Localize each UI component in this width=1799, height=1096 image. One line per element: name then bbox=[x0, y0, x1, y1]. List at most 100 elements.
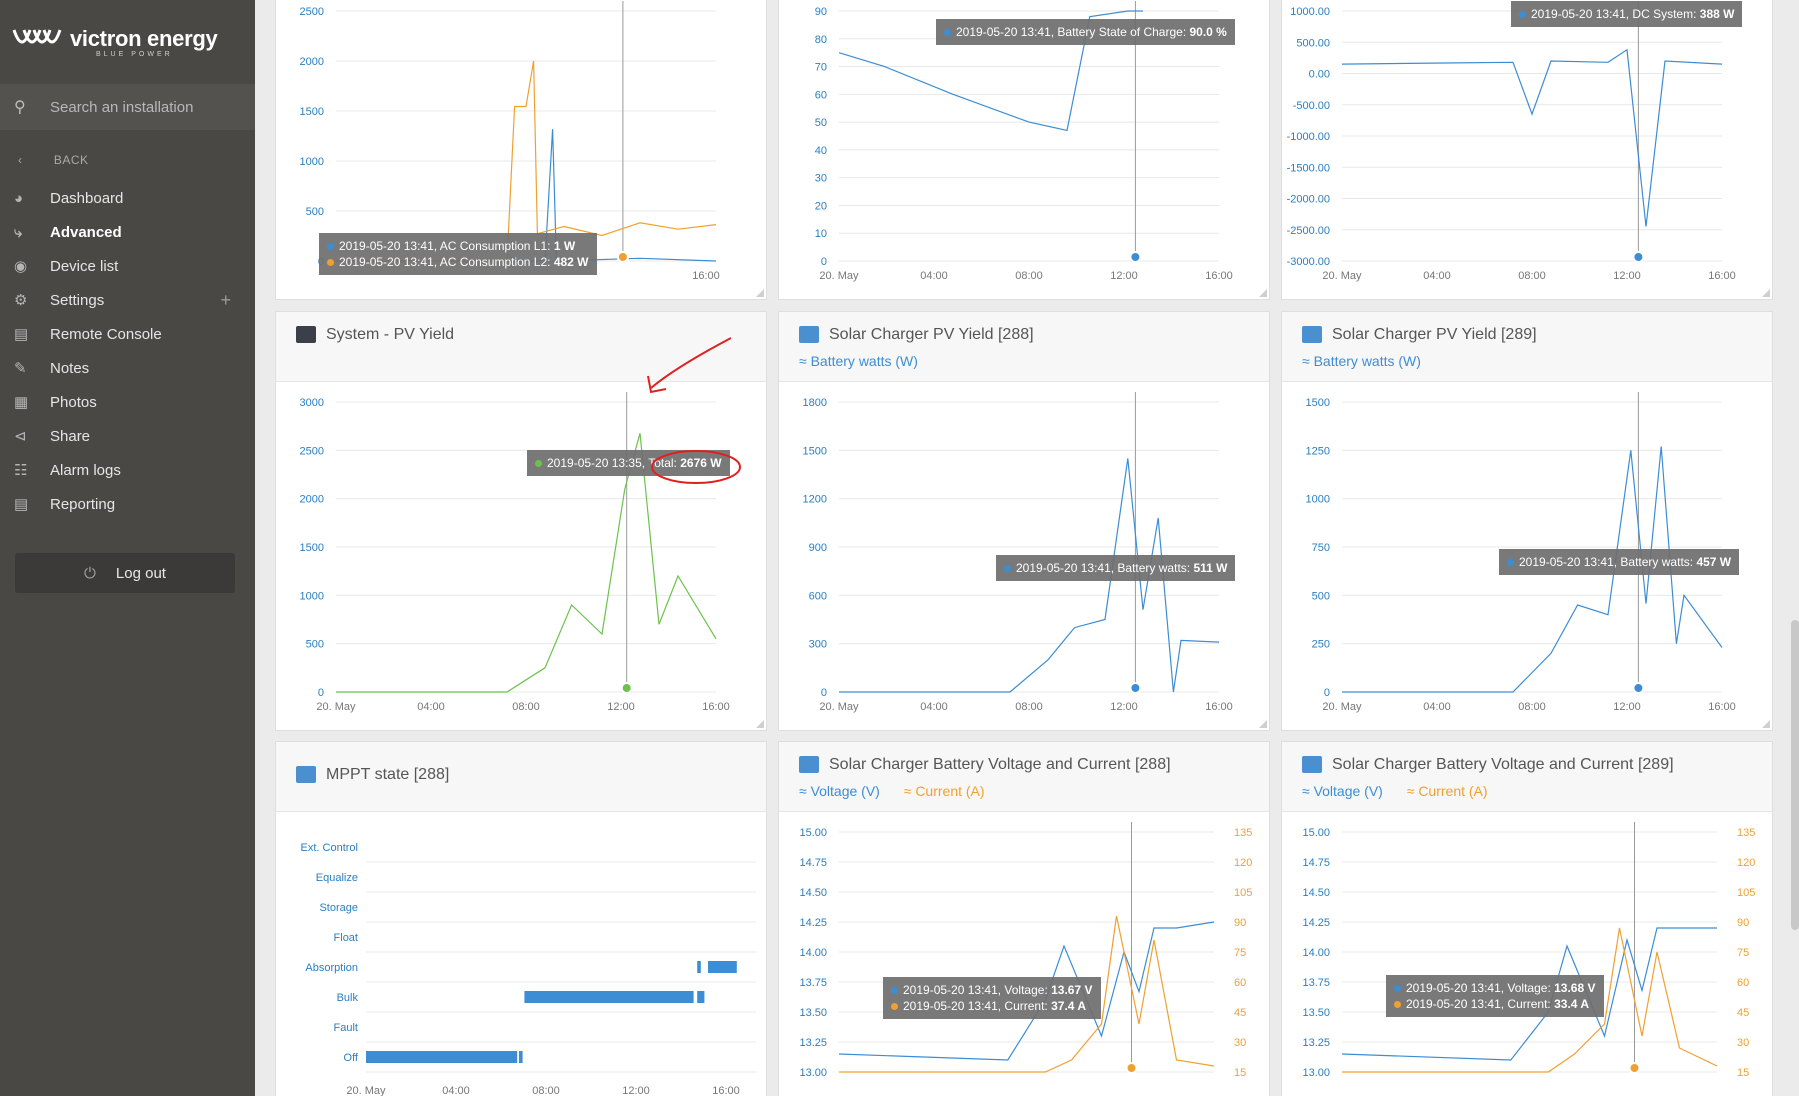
x-tick-label: 16:00 bbox=[1205, 701, 1233, 713]
x-tick-label: 12:00 bbox=[1110, 701, 1138, 713]
legend-item-voltage[interactable]: ≈ Voltage (V) bbox=[799, 783, 880, 799]
expand-plus-icon[interactable]: + bbox=[220, 289, 231, 310]
x-tick-label: 16:00 bbox=[712, 1085, 740, 1096]
resize-handle[interactable] bbox=[1259, 720, 1267, 728]
chart-svg: 15.00 14.75 14.50 14.25 14.00 13.75 13.50 13.25… bbox=[799, 822, 1252, 1079]
x-tick-label: 08:00 bbox=[512, 701, 540, 713]
y-tick-label: 13.75 bbox=[799, 977, 827, 989]
tooltip-value: 1 W bbox=[553, 239, 576, 253]
tooltip-value: 511 W bbox=[1193, 561, 1228, 575]
solar-charger-icon bbox=[799, 756, 819, 773]
notes-icon: ✎ bbox=[14, 360, 27, 377]
sidebar-item-notes[interactable]: ✎ Notes bbox=[0, 351, 255, 385]
tooltip-value: 482 W bbox=[553, 255, 589, 269]
chart-bv289: 15.00 14.75 14.50 14.25 14.00 13.75 13.50 13.25… bbox=[1282, 822, 1772, 1096]
series-dot bbox=[1507, 559, 1514, 567]
chart-svg: 1800 1500 1200 900 600 300 0 20. May 04:00 08:00 1… bbox=[803, 392, 1233, 713]
panel-battery-soc: 90 80 70 60 50 40 30 20 10 0 20. May 04:00 08:00 12:0… bbox=[778, 0, 1270, 300]
x-tick-label: 20. May bbox=[1322, 701, 1362, 713]
sidebar-item-label: Photos bbox=[50, 393, 97, 411]
x-tick-label: 20. May bbox=[346, 1085, 386, 1096]
tooltip-text: 2019-05-20 13:41, Voltage: bbox=[903, 983, 1052, 997]
series-line bbox=[1341, 927, 1717, 1061]
hover-marker bbox=[1628, 1062, 1641, 1074]
y-tick-label: 500 bbox=[306, 639, 324, 651]
state-bar bbox=[697, 991, 705, 1003]
logout-button[interactable]: ⏻ Log out bbox=[15, 553, 235, 593]
chart-svg: 3000 2500 2000 1500 1000 500 0 20. May 04:00 08:0… bbox=[300, 392, 730, 713]
y-tick-label: 20 bbox=[815, 200, 827, 212]
panel-sc289-pv-yield: Solar Charger PV Yield [289] ≈ Battery w… bbox=[1281, 311, 1773, 731]
sidebar-item-dashboard[interactable]: ◕ Dashboard bbox=[0, 181, 255, 215]
chart-legend[interactable]: ≈ Voltage (V) ≈ Current (A) bbox=[1302, 783, 1508, 799]
panel-sc288-pv-yield: Solar Charger PV Yield [288] ≈ Battery w… bbox=[778, 311, 1270, 731]
sidebar-item-label: Alarm logs bbox=[50, 461, 121, 479]
x-tick-label: 08:00 bbox=[1015, 270, 1043, 282]
tooltip-sc289: 2019-05-20 13:41, Battery watts: 457 W bbox=[1499, 549, 1740, 575]
x-tick-label: 16:00 bbox=[1205, 270, 1233, 282]
y-tick-label: 250 bbox=[1312, 639, 1330, 651]
tooltip-text: 2019-05-20 13:41, DC System: bbox=[1531, 7, 1700, 21]
y-tick-label: 14.25 bbox=[799, 917, 827, 929]
panel-title: Solar Charger PV Yield [288] bbox=[829, 326, 1034, 343]
sidebar-item-settings[interactable]: ⚙ Settings + bbox=[0, 283, 255, 317]
search-input[interactable] bbox=[50, 98, 230, 116]
sidebar-item-remote-console[interactable]: ▤ Remote Console bbox=[0, 317, 255, 351]
panel-header: System - PV Yield bbox=[276, 312, 766, 382]
sidebar-item-device-list[interactable]: ◉ Device list bbox=[0, 249, 255, 283]
sidebar-item-share[interactable]: ⊲ Share bbox=[0, 419, 255, 453]
solar-charger-icon bbox=[1302, 326, 1322, 343]
hover-marker bbox=[1125, 1062, 1138, 1074]
y-tick-label: 1800 bbox=[803, 397, 827, 409]
sidebar-item-reporting[interactable]: ▤ Reporting bbox=[0, 487, 255, 521]
sidebar-item-label: Share bbox=[50, 427, 91, 445]
y-tick-label: 80 bbox=[815, 34, 827, 46]
y-tick-label: 0 bbox=[1324, 687, 1330, 699]
series-dot bbox=[535, 460, 542, 468]
hover-marker bbox=[1632, 251, 1645, 263]
resize-handle[interactable] bbox=[1762, 720, 1770, 728]
y-tick-label: 1500 bbox=[300, 106, 324, 118]
x-tick-label: 16:00 bbox=[702, 701, 730, 713]
legend-item-voltage[interactable]: ≈ Voltage (V) bbox=[1302, 783, 1383, 799]
resize-handle[interactable] bbox=[1259, 289, 1267, 297]
series-dot bbox=[327, 259, 334, 267]
series-dot bbox=[944, 29, 951, 37]
y-tick-label: 1500 bbox=[803, 445, 827, 457]
page-scrollbar[interactable] bbox=[1791, 620, 1799, 930]
sidebar-item-advanced[interactable]: ⤷ Advanced bbox=[0, 215, 255, 249]
y-tick-label: 60 bbox=[815, 89, 827, 101]
category-label: Float bbox=[334, 932, 358, 944]
victron-logo-icon bbox=[12, 29, 62, 44]
chart-sc289-pv-yield: 1500 1250 1000 750 500 250 0 20. May 04:00 08:00 1… bbox=[1282, 392, 1772, 722]
tooltip-value: 457 W bbox=[1696, 555, 1732, 569]
resize-handle[interactable] bbox=[756, 289, 764, 297]
y-tick-label: 15.00 bbox=[1302, 827, 1330, 839]
series-dot bbox=[327, 243, 334, 251]
chart-bv288: 15.00 14.75 14.50 14.25 14.00 13.75 13.50 13.25… bbox=[779, 822, 1269, 1096]
sidebar-item-alarm-logs[interactable]: ☷ Alarm logs bbox=[0, 453, 255, 487]
chart-legend[interactable]: ≈ Battery watts (W) bbox=[1302, 353, 1421, 369]
alarm-icon: ☷ bbox=[14, 462, 28, 479]
panel-dc-system: 1000.00 500.00 0.00 -500.00 -1000.00 -1500.00… bbox=[1281, 0, 1773, 300]
legend-label: Current (A) bbox=[915, 783, 985, 799]
y-tick-label: 300 bbox=[809, 639, 827, 651]
legend-label: Current (A) bbox=[1418, 783, 1488, 799]
victron-logo[interactable]: victron energy BLUE POWER bbox=[12, 24, 242, 68]
chart-legend[interactable]: ≈ Voltage (V) ≈ Current (A) bbox=[799, 783, 1005, 799]
y-tick-label: -1000.00 bbox=[1287, 131, 1330, 143]
panel-bv289: Solar Charger Battery Voltage and Curren… bbox=[1281, 741, 1773, 1096]
y-tick-label: 0 bbox=[821, 256, 827, 268]
x-tick-label: 16:00 bbox=[1708, 701, 1736, 713]
legend-item-current[interactable]: ≈ Current (A) bbox=[903, 783, 985, 799]
resize-handle[interactable] bbox=[756, 720, 764, 728]
chart-legend[interactable]: ≈ Battery watts (W) bbox=[799, 353, 918, 369]
y-tick-label: 750 bbox=[1312, 542, 1330, 554]
back-link[interactable]: ‹ BACK bbox=[18, 153, 89, 167]
y-tick-label: -2500.00 bbox=[1287, 225, 1330, 237]
resize-handle[interactable] bbox=[1762, 289, 1770, 297]
y2-tick-label: 60 bbox=[1234, 977, 1246, 989]
x-tick-label: 12:00 bbox=[622, 1085, 650, 1096]
legend-item-current[interactable]: ≈ Current (A) bbox=[1406, 783, 1488, 799]
sidebar-item-photos[interactable]: ▦ Photos bbox=[0, 385, 255, 419]
